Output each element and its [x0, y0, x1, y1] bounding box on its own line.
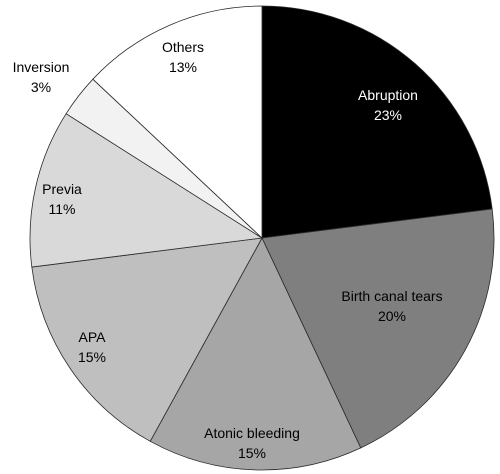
slice-previa — [29, 113, 264, 268]
slice-value-others: 13% — [169, 59, 197, 75]
slice-label-atonic-bleeding: Atonic bleeding — [204, 425, 300, 441]
slice-apa — [31, 237, 263, 442]
slice-value-abruption: 23% — [374, 107, 402, 123]
slice-label-others: Others — [162, 39, 204, 55]
slice-label-birth-canal-tears: Birth canal tears — [341, 288, 442, 304]
slice-value-birth-canal-tears: 20% — [378, 308, 406, 324]
slice-abruption — [261, 5, 493, 239]
slice-value-previa: 11% — [49, 201, 76, 217]
slice-value-atonic-bleeding: 15% — [238, 445, 266, 461]
slice-value-apa: 15% — [78, 349, 106, 365]
slice-label-inversion: Inversion — [13, 59, 70, 75]
slice-label-apa: APA — [79, 329, 107, 345]
slice-birth-canal-tears — [261, 208, 495, 449]
slice-label-abruption: Abruption — [358, 87, 418, 103]
slice-atonic-bleeding — [149, 237, 362, 471]
slice-label-previa: Previa — [42, 181, 82, 197]
slice-others — [92, 5, 263, 239]
slice-value-inversion: 3% — [31, 79, 51, 95]
